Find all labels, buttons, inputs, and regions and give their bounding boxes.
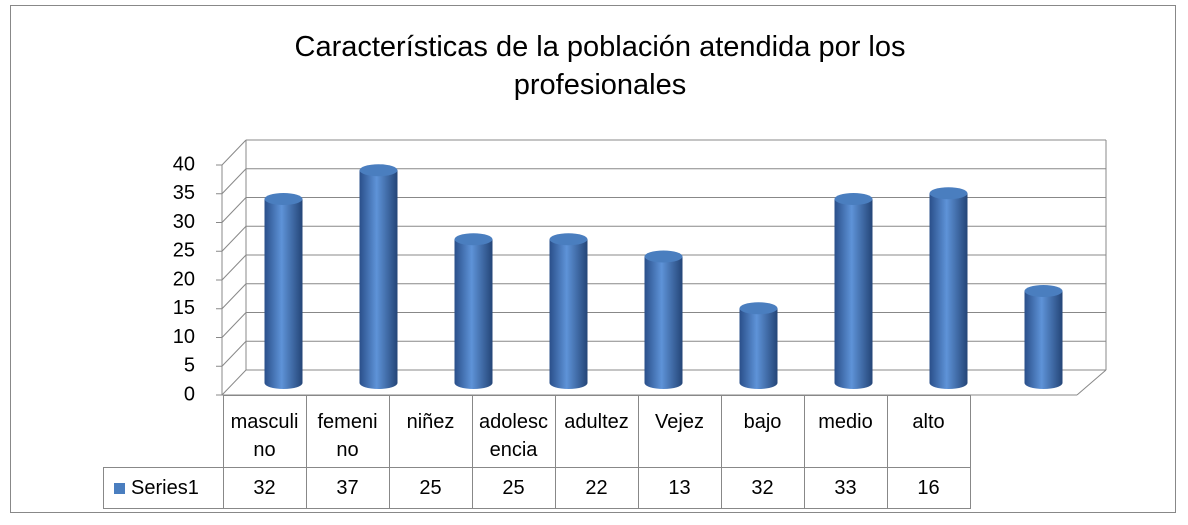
x-tick-label: Vejez <box>637 395 722 468</box>
x-tick-label: niñez <box>388 395 473 468</box>
grid-line-side <box>221 369 247 396</box>
y-tick-label: 0 <box>184 383 195 405</box>
bar <box>929 193 968 389</box>
bar-top <box>1024 285 1063 297</box>
floor-right <box>1076 369 1107 396</box>
x-tick-label: adultez <box>554 395 639 468</box>
table-value: 37 <box>305 467 390 509</box>
bar-top <box>454 233 493 246</box>
bar <box>1024 291 1063 389</box>
grid-line-side <box>221 283 247 310</box>
legend-label: Series1 <box>131 476 199 499</box>
x-tick-label: medio <box>803 395 888 468</box>
y-tick-label: 5 <box>184 355 195 377</box>
grid-line-side <box>221 340 247 367</box>
grid-line-side <box>221 197 247 223</box>
blank-cell <box>104 396 224 468</box>
grid-line-side <box>221 254 247 281</box>
y-tick-label: 20 <box>173 268 195 290</box>
table-value: 22 <box>554 467 639 509</box>
grid-line-side <box>221 312 247 338</box>
bar <box>359 170 398 389</box>
bar <box>264 199 303 389</box>
bar <box>834 199 873 389</box>
grid-line-side <box>221 168 247 195</box>
table-value: 32 <box>720 467 805 509</box>
x-tick-label: masculino <box>222 395 307 468</box>
bar-top <box>929 187 968 200</box>
x-tick-label: bajo <box>720 395 805 468</box>
table-value: 13 <box>637 467 722 509</box>
legend-cell: Series1 <box>103 467 224 509</box>
y-tick-label: 25 <box>173 240 195 262</box>
y-tick-label: 40 <box>173 153 195 175</box>
y-tick-label: 15 <box>173 297 195 319</box>
table-value: 33 <box>803 467 888 509</box>
legend-swatch <box>114 482 125 494</box>
bar <box>454 239 493 389</box>
bar-top <box>359 164 398 177</box>
table-value: 32 <box>222 467 307 509</box>
bar-top <box>644 250 683 263</box>
table-value: 25 <box>471 467 556 509</box>
x-tick-label: femenino <box>305 395 390 468</box>
bar-top <box>264 193 303 205</box>
x-tick-label: alto <box>886 395 971 468</box>
bar <box>644 256 683 389</box>
bar-top <box>834 193 873 205</box>
bar-top <box>739 302 778 315</box>
bar-top <box>549 233 588 246</box>
table-value: 25 <box>388 467 473 509</box>
chart-title: Características de la población atendida… <box>294 31 906 101</box>
data-table: masculino femenino niñez adolescencia adulte… <box>103 395 971 509</box>
x-tick-label: adolescencia <box>471 395 556 468</box>
grid-line-side <box>221 225 247 252</box>
grid-line-side <box>221 139 247 166</box>
y-tick-label: 30 <box>173 211 195 233</box>
table-value: 16 <box>886 467 971 509</box>
chart-frame <box>10 5 1176 513</box>
bar <box>549 239 588 389</box>
y-tick-label: 10 <box>173 326 195 348</box>
y-tick-label: 35 <box>173 182 195 204</box>
bar <box>739 308 778 389</box>
